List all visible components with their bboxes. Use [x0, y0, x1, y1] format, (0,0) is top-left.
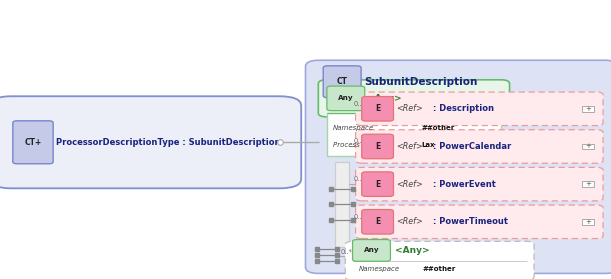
Text: 0..*: 0..*: [340, 249, 352, 255]
FancyBboxPatch shape: [323, 66, 361, 98]
FancyBboxPatch shape: [0, 96, 301, 188]
Text: : PowerEvent: : PowerEvent: [433, 180, 496, 189]
Bar: [582, 106, 594, 112]
Text: +: +: [585, 106, 591, 112]
Text: <Ref>: <Ref>: [397, 142, 423, 151]
Text: ProcessorDescriptionType : SubunitDescription: ProcessorDescriptionType : SubunitDescri…: [56, 138, 280, 147]
FancyBboxPatch shape: [356, 167, 603, 201]
Text: <Any>: <Any>: [367, 94, 402, 103]
Text: Namespace: Namespace: [359, 266, 400, 272]
Text: E: E: [375, 142, 380, 151]
Bar: [582, 144, 594, 149]
FancyBboxPatch shape: [13, 121, 53, 164]
Bar: [582, 219, 594, 225]
Text: : PowerCalendar: : PowerCalendar: [433, 142, 511, 151]
Text: ##other: ##other: [423, 266, 456, 272]
FancyBboxPatch shape: [353, 239, 390, 261]
Text: <Any>: <Any>: [395, 246, 430, 255]
Bar: [335, 162, 349, 247]
Text: E: E: [375, 180, 380, 189]
Text: <Ref>: <Ref>: [397, 104, 423, 113]
Text: Lax: Lax: [422, 142, 435, 148]
Text: : Description: : Description: [433, 104, 494, 113]
FancyBboxPatch shape: [356, 205, 603, 239]
Text: 0..1: 0..1: [353, 214, 366, 220]
FancyBboxPatch shape: [356, 92, 603, 126]
Text: ##other: ##other: [422, 125, 455, 131]
FancyBboxPatch shape: [306, 60, 611, 273]
Text: 0..1: 0..1: [353, 101, 366, 107]
Text: CT: CT: [337, 77, 348, 86]
Text: Process Contents: Process Contents: [333, 142, 393, 148]
Bar: [582, 181, 594, 187]
Text: +: +: [585, 143, 591, 150]
Text: Any: Any: [338, 95, 354, 101]
Text: 0..1: 0..1: [353, 138, 366, 145]
FancyBboxPatch shape: [327, 86, 365, 111]
FancyBboxPatch shape: [356, 130, 603, 163]
Text: Namespace: Namespace: [333, 125, 374, 131]
Text: : PowerTimeout: : PowerTimeout: [433, 217, 508, 226]
FancyBboxPatch shape: [345, 241, 534, 279]
FancyBboxPatch shape: [362, 134, 393, 159]
FancyBboxPatch shape: [362, 97, 393, 121]
Text: CT+: CT+: [24, 138, 42, 147]
Text: <Ref>: <Ref>: [397, 217, 423, 226]
FancyBboxPatch shape: [362, 172, 393, 196]
Text: E: E: [375, 104, 380, 113]
Text: +: +: [585, 181, 591, 187]
FancyBboxPatch shape: [318, 80, 510, 117]
Text: +: +: [585, 219, 591, 225]
Text: SubunitDescription: SubunitDescription: [364, 77, 478, 87]
Bar: [327, 113, 501, 156]
Text: <Ref>: <Ref>: [397, 180, 423, 189]
Text: 0..1: 0..1: [353, 176, 366, 182]
FancyBboxPatch shape: [362, 210, 393, 234]
Text: Any: Any: [364, 247, 379, 253]
Text: E: E: [375, 217, 380, 226]
